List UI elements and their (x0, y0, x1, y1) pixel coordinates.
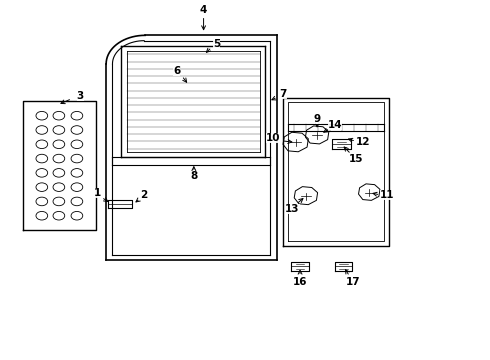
Text: 8: 8 (190, 171, 197, 181)
Text: 1: 1 (94, 188, 101, 198)
Text: 11: 11 (380, 190, 394, 200)
Text: 17: 17 (346, 277, 361, 287)
Text: 15: 15 (349, 154, 364, 163)
Text: 12: 12 (356, 138, 370, 148)
Text: 10: 10 (266, 133, 280, 143)
Text: 3: 3 (77, 91, 84, 101)
Text: 13: 13 (285, 203, 299, 213)
Text: 2: 2 (141, 190, 148, 200)
Text: 9: 9 (314, 113, 320, 123)
Text: 16: 16 (293, 277, 307, 287)
Text: 7: 7 (279, 89, 287, 99)
Text: 6: 6 (173, 66, 180, 76)
Text: 4: 4 (200, 5, 207, 15)
Text: 5: 5 (213, 39, 220, 49)
Text: 14: 14 (328, 120, 343, 130)
